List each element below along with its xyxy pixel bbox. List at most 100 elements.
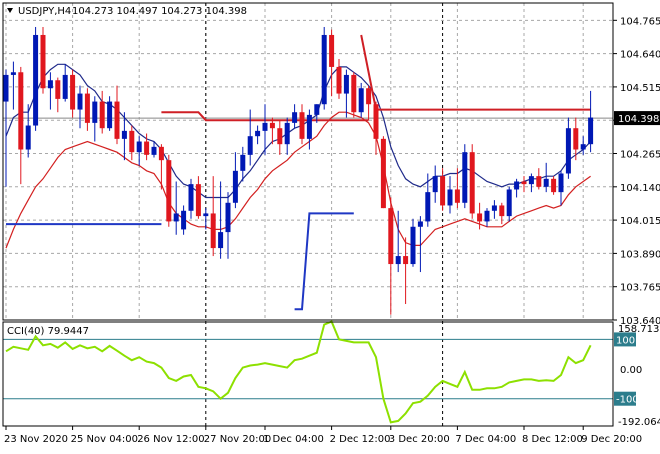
candle[interactable] xyxy=(462,144,468,209)
candle[interactable] xyxy=(218,181,224,259)
candle[interactable] xyxy=(107,96,113,131)
candle[interactable] xyxy=(284,117,290,155)
price-tick-label: 103.640 xyxy=(620,316,660,327)
candle[interactable] xyxy=(351,72,357,118)
candle[interactable] xyxy=(181,205,187,235)
candle[interactable] xyxy=(203,208,209,230)
candle[interactable] xyxy=(521,176,527,193)
candle[interactable] xyxy=(358,82,364,118)
candle-body-bull xyxy=(284,122,290,145)
candle-body-bear xyxy=(454,189,460,203)
candle[interactable] xyxy=(343,69,349,118)
candle[interactable] xyxy=(18,66,24,185)
candle[interactable] xyxy=(158,144,164,190)
candle-body-bull xyxy=(565,128,571,174)
candle[interactable] xyxy=(425,173,431,227)
candle[interactable] xyxy=(454,168,460,209)
candle-body-bull xyxy=(92,101,98,123)
candle[interactable] xyxy=(210,176,216,257)
candle[interactable] xyxy=(3,69,9,187)
candle[interactable] xyxy=(114,85,120,145)
candle[interactable] xyxy=(129,125,135,161)
candle[interactable] xyxy=(477,202,483,230)
candle[interactable] xyxy=(491,200,497,219)
candle[interactable] xyxy=(321,26,327,110)
candle[interactable] xyxy=(536,168,542,190)
candle[interactable] xyxy=(306,109,312,150)
candle[interactable] xyxy=(77,85,83,129)
candle[interactable] xyxy=(166,154,172,227)
candle[interactable] xyxy=(410,218,416,267)
candle[interactable] xyxy=(417,216,423,273)
candle[interactable] xyxy=(588,90,594,153)
candle[interactable] xyxy=(292,104,298,129)
candle[interactable] xyxy=(269,117,275,145)
candle[interactable] xyxy=(33,26,39,131)
candle[interactable] xyxy=(10,61,16,110)
candle[interactable] xyxy=(558,170,564,206)
candle[interactable] xyxy=(255,125,261,145)
candle[interactable] xyxy=(388,197,394,315)
candle[interactable] xyxy=(469,144,475,219)
candle[interactable] xyxy=(173,181,179,235)
candle[interactable] xyxy=(403,237,409,305)
candle[interactable] xyxy=(573,117,579,161)
candle-body-bear xyxy=(166,160,172,222)
cci-panel-frame xyxy=(2,321,614,427)
candle[interactable] xyxy=(336,58,342,99)
candle[interactable] xyxy=(380,136,386,209)
candle[interactable] xyxy=(440,168,446,211)
candle[interactable] xyxy=(25,104,31,158)
candle[interactable] xyxy=(366,85,372,121)
candle[interactable] xyxy=(70,69,76,118)
candle-body-bull xyxy=(484,210,490,222)
cci-level-marker xyxy=(614,332,636,347)
candle[interactable] xyxy=(528,173,534,193)
candle[interactable] xyxy=(144,133,150,161)
candle[interactable] xyxy=(499,202,505,225)
candle[interactable] xyxy=(565,117,571,179)
candle-body-bear xyxy=(366,88,372,105)
candle[interactable] xyxy=(580,136,586,155)
candle[interactable] xyxy=(188,178,194,219)
candle[interactable] xyxy=(136,136,142,166)
candle[interactable] xyxy=(262,104,268,155)
dropdown-triangle-icon[interactable] xyxy=(7,8,13,13)
candle[interactable] xyxy=(121,112,127,161)
candle[interactable] xyxy=(240,146,246,182)
candle[interactable] xyxy=(40,26,46,94)
candle[interactable] xyxy=(395,210,401,273)
candlesticks[interactable] xyxy=(3,26,594,315)
candle[interactable] xyxy=(195,176,201,219)
candle[interactable] xyxy=(543,162,549,193)
candle[interactable] xyxy=(62,64,68,102)
candle[interactable] xyxy=(92,96,98,142)
candle[interactable] xyxy=(447,176,453,214)
candle[interactable] xyxy=(514,178,520,198)
candle[interactable] xyxy=(551,176,557,195)
cci-max-label: 158.7135 xyxy=(618,324,660,335)
candle-body-bear xyxy=(499,205,505,217)
candle[interactable] xyxy=(84,88,90,131)
candle[interactable] xyxy=(151,141,157,158)
candle[interactable] xyxy=(247,109,253,166)
candle[interactable] xyxy=(329,29,335,97)
candle-body-bear xyxy=(329,34,335,67)
candle[interactable] xyxy=(373,101,379,155)
candle[interactable] xyxy=(277,120,283,155)
candle[interactable] xyxy=(232,152,238,209)
candle[interactable] xyxy=(314,104,320,123)
candle[interactable] xyxy=(432,165,438,203)
candle-body-bull xyxy=(232,170,238,203)
candle[interactable] xyxy=(225,192,231,259)
candle[interactable] xyxy=(55,77,61,113)
candle[interactable] xyxy=(47,72,53,110)
candle[interactable] xyxy=(484,208,490,227)
candle-body-bull xyxy=(395,256,401,265)
candle-body-bull xyxy=(33,34,39,126)
price-tick-label: 104.640 xyxy=(620,50,660,61)
candle[interactable] xyxy=(299,104,305,145)
candle[interactable] xyxy=(506,186,512,222)
time-axis: 23 Nov 2020 25 Nov 04:00 26 Nov 12:00 27 No… xyxy=(4,426,642,445)
candle[interactable] xyxy=(99,90,105,134)
